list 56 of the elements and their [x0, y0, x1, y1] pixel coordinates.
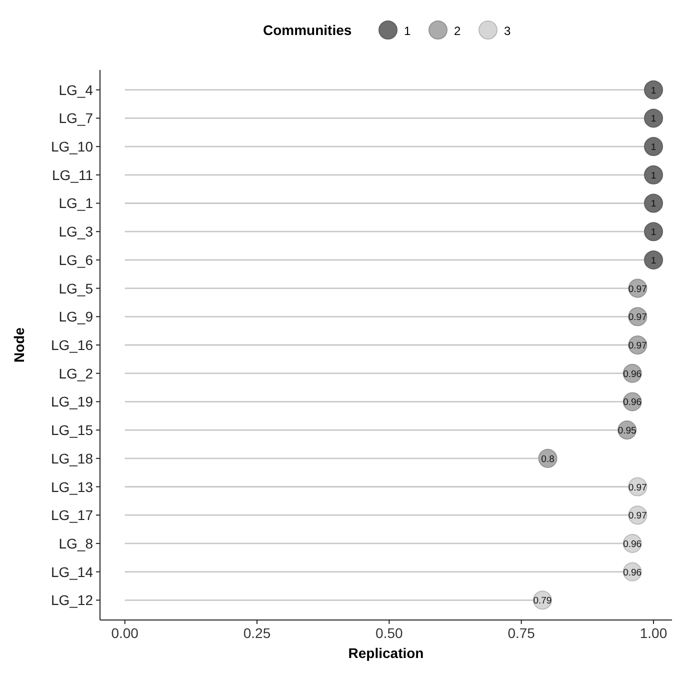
point	[644, 137, 663, 156]
point	[644, 80, 663, 100]
data-label: 1	[650, 85, 656, 96]
data-label: 0.95	[618, 426, 636, 437]
legend-title: Communities	[263, 22, 352, 38]
y-tick-label: LG_12	[50, 592, 94, 608]
point	[644, 165, 663, 184]
data-label: 1	[650, 170, 656, 182]
data-label: 0.96	[623, 368, 642, 380]
y-tick-label: LG_18	[50, 450, 94, 466]
y-tick-label: LG_10	[50, 138, 94, 155]
legend-label: 1	[404, 24, 411, 38]
legend-label: 3	[504, 24, 511, 38]
y-tick-label: LG_3	[58, 224, 94, 240]
y-tick-label: LG_9	[58, 308, 94, 325]
data-label: 0.97	[628, 510, 647, 522]
data-label: 1	[650, 198, 656, 210]
y-tick-label: LG_19	[50, 394, 94, 410]
point	[644, 222, 663, 242]
point	[644, 250, 663, 270]
data-label: 1	[650, 114, 656, 125]
point	[644, 108, 663, 128]
x-tick-label: 0.75	[508, 625, 536, 641]
y-tick-label: LG_6	[58, 252, 94, 268]
data-label: 0.79	[533, 596, 552, 607]
data-label: 0.97	[628, 482, 647, 494]
data-label: 0.96	[623, 567, 642, 578]
x-tick-label: 0.50	[376, 625, 404, 641]
y-tick-label: LG_15	[50, 422, 94, 438]
y-tick-label: LG_1	[58, 195, 94, 212]
x-tick-label: 0.25	[243, 625, 271, 641]
x-tick-label: 1.00	[640, 625, 668, 641]
y-tick-label: LG_14	[50, 564, 94, 580]
data-label: 0.96	[623, 538, 642, 550]
data-label: 0.97	[628, 340, 647, 352]
x-tick-label: 0.00	[111, 625, 139, 641]
point	[644, 194, 663, 213]
data-label: 0.97	[628, 312, 647, 324]
y-tick-label: LG_17	[50, 507, 94, 524]
data-label: 1	[650, 227, 656, 238]
y-tick-label: LG_2	[58, 365, 94, 382]
x-axis-title: Replication	[348, 645, 424, 661]
y-tick-label: LG_13	[50, 478, 94, 495]
y-axis-title: Node	[11, 327, 27, 362]
data-label: 1	[650, 255, 656, 266]
y-tick-label: LG_16	[50, 337, 94, 353]
y-tick-label: LG_4	[58, 82, 94, 98]
y-tick-label: LG_5	[58, 280, 94, 296]
y-tick-label: LG_8	[58, 535, 94, 552]
data-label: 0.96	[623, 397, 642, 408]
data-label: 0.8	[541, 454, 554, 465]
data-label: 0.97	[628, 284, 647, 295]
y-tick-label: LG_7	[58, 110, 94, 126]
data-label: 1	[650, 142, 656, 154]
y-tick-label: LG_11	[52, 166, 94, 183]
legend-label: 2	[454, 24, 461, 38]
